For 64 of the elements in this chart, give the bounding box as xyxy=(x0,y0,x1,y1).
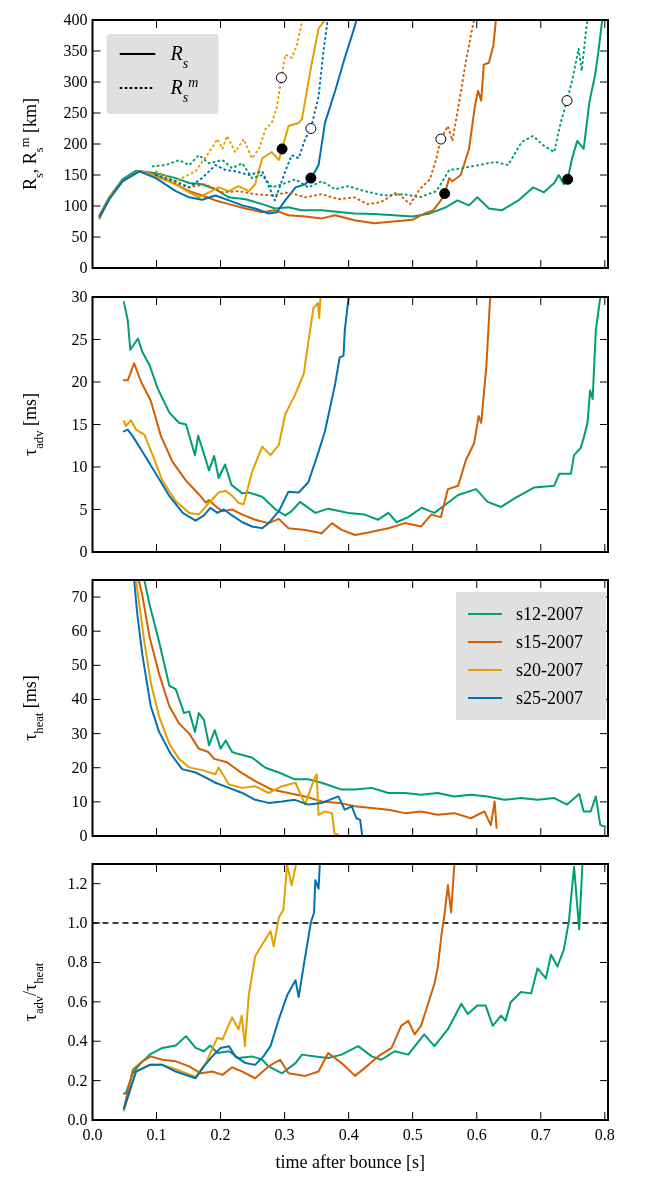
y-tick-label: 70 xyxy=(71,588,88,606)
line-series xyxy=(137,580,498,829)
x-tick-label: 0.7 xyxy=(530,1126,551,1143)
line-series xyxy=(122,864,456,1110)
line-series xyxy=(122,297,322,516)
point xyxy=(276,143,288,155)
y-tick-label: 50 xyxy=(71,228,88,245)
line-series xyxy=(143,580,607,828)
point xyxy=(561,95,573,107)
y-tick-label: 0 xyxy=(79,543,88,560)
point xyxy=(305,172,317,184)
line-series xyxy=(151,20,589,199)
line-series xyxy=(122,297,350,530)
x-tick-label: 0.4 xyxy=(338,1126,359,1143)
x-tick-label: 0.1 xyxy=(146,1126,167,1143)
y-tick-label: 20 xyxy=(71,373,88,390)
y-tick-label: 150 xyxy=(63,166,88,183)
y-tick-label: 20 xyxy=(71,758,88,776)
y-tick-label: 5 xyxy=(79,500,88,518)
y-tick-label: 100 xyxy=(63,197,88,214)
y-tick-label: 200 xyxy=(63,135,88,152)
x-tick-label: 0.6 xyxy=(466,1126,487,1143)
x-tick-label: 0.3 xyxy=(274,1126,295,1143)
y-tick-label: 1.2 xyxy=(67,874,88,892)
line-series xyxy=(98,20,604,218)
line-series xyxy=(122,864,584,1095)
y-tick-label: 1.0 xyxy=(67,914,88,932)
y-tick-label: 30 xyxy=(71,724,88,742)
y-tick-label: 10 xyxy=(71,458,88,475)
point xyxy=(305,123,317,134)
legend-label: s20-2007 xyxy=(516,660,583,680)
y-tick-label: 30 xyxy=(71,288,88,305)
x-tick-label: 0.2 xyxy=(210,1126,231,1143)
line-series xyxy=(98,20,497,225)
point xyxy=(275,72,287,84)
y-tick-label: 0 xyxy=(79,259,88,276)
y-tick-label: 0 xyxy=(79,827,88,844)
y-tick-label: 250 xyxy=(63,104,88,121)
y-tick-label: 0.4 xyxy=(67,1032,88,1050)
legend-label: s15-2007 xyxy=(516,632,583,652)
y-tick-label: 300 xyxy=(63,73,88,90)
y-tick-label: 400 xyxy=(63,11,88,28)
y-tick-label: 350 xyxy=(63,42,88,59)
annotation: R$_{s}$ xyxy=(169,42,189,71)
y-tick-label: 40 xyxy=(71,690,88,708)
x-tick-label: 0.5 xyxy=(402,1126,423,1143)
y-tick-label: 15 xyxy=(71,415,88,433)
y-tick-label: 0.6 xyxy=(67,992,88,1010)
y-tick-label: 60 xyxy=(71,622,88,640)
y-tick-label: 0.0 xyxy=(67,1111,88,1128)
x-tick-label: 0.8 xyxy=(594,1126,615,1143)
y-tick-label: 0.2 xyxy=(67,1071,88,1089)
y-tick-label: 50 xyxy=(71,656,88,674)
point xyxy=(435,133,447,145)
legend-label: s25-2007 xyxy=(516,688,583,708)
point xyxy=(562,173,574,185)
line-series xyxy=(122,297,602,524)
point xyxy=(439,188,451,200)
line-series xyxy=(122,297,492,536)
y-tick-label: 10 xyxy=(71,792,88,810)
x-axis-title: time after bounce [s] xyxy=(275,1152,425,1172)
legend-label: s12-2007 xyxy=(516,604,583,624)
y-tick-label: 0.8 xyxy=(67,953,88,971)
y-tick-label: 25 xyxy=(71,330,88,348)
